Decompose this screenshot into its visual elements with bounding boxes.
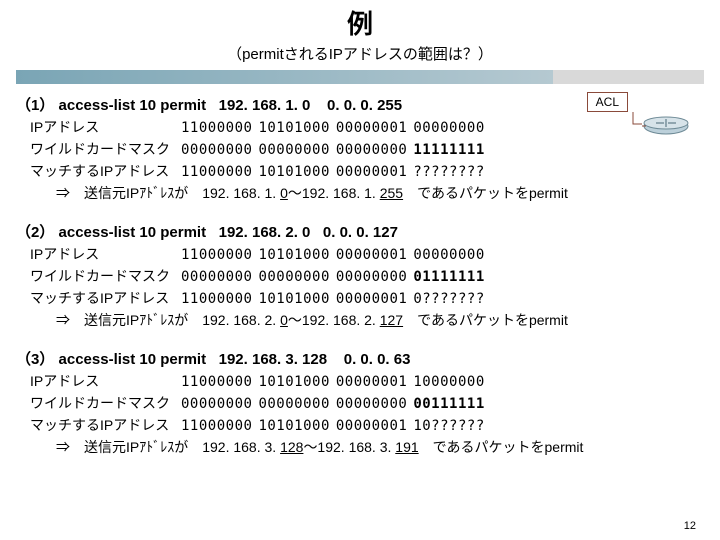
s1-wc-label: ワイルドカードマスク (16, 139, 181, 159)
s3-wc-label: ワイルドカードマスク (16, 393, 181, 413)
s3-ip-label: IPアドレス (16, 371, 181, 391)
router-icon (642, 116, 690, 136)
s1-prefix: （1） (16, 97, 54, 114)
s3-mt-label: マッチするIPアドレス (16, 415, 181, 435)
s2-prefix: （2） (16, 224, 54, 241)
s1-mt-bits: 110000001010100000000001???????? (181, 164, 491, 180)
s3-conclusion: ⇒ 送信元IPｱﾄﾞﾚｽが 192. 168. 3. 128～192. 168.… (16, 437, 704, 457)
s2-cmd: access-list 10 permit (59, 224, 207, 241)
acl-label: ACL (587, 92, 628, 112)
s3-ip: 192. 168. 3. 128 (219, 351, 327, 368)
s1-mask: 0. 0. 0. 255 (327, 97, 402, 114)
section-1: ACL （1） access-list 10 permit 192. 168. … (16, 94, 704, 203)
s2-wc-bits: 00000000000000000000000001111111 (181, 269, 491, 285)
s2-ip-bits: 11000000101010000000000100000000 (181, 247, 491, 263)
page-number: 12 (684, 520, 696, 532)
s2-mt-bits: 1100000010101000000000010??????? (181, 291, 491, 307)
page-subtitle: （permitされるIPアドレスの範囲は？） (0, 43, 720, 64)
s2-ip: 192. 168. 2. 0 (219, 224, 311, 241)
s3-mt-bits: 11000000101010000000000110?????? (181, 418, 491, 434)
s1-ip-bits: 11000000101010000000000100000000 (181, 120, 491, 136)
s1-ip-label: IPアドレス (16, 117, 181, 137)
s1-ip: 192. 168. 1. 0 (219, 97, 311, 114)
s2-conclusion: ⇒ 送信元IPｱﾄﾞﾚｽが 192. 168. 2. 0～192. 168. 2… (16, 310, 704, 330)
s1-conclusion: ⇒ 送信元IPｱﾄﾞﾚｽが 192. 168. 1. 0～192. 168. 1… (16, 183, 704, 203)
s3-mask: 0. 0. 0. 63 (344, 351, 411, 368)
page-title: 例 (0, 4, 720, 41)
s2-mt-label: マッチするIPアドレス (16, 288, 181, 308)
s1-cmd: access-list 10 permit (59, 97, 207, 114)
s2-mask: 0. 0. 0. 127 (323, 224, 398, 241)
s2-wc-label: ワイルドカードマスク (16, 266, 181, 286)
s3-ip-bits: 11000000101010000000000110000000 (181, 374, 491, 390)
s1-wc-bits: 00000000000000000000000011111111 (181, 142, 491, 158)
section-3: （3） access-list 10 permit 192. 168. 3. 1… (16, 348, 704, 457)
s1-mt-label: マッチするIPアドレス (16, 161, 181, 181)
s3-prefix: （3） (16, 351, 54, 368)
section-2: （2） access-list 10 permit 192. 168. 2. 0… (16, 221, 704, 330)
acl-connector (624, 112, 642, 132)
s3-cmd: access-list 10 permit (59, 351, 207, 368)
s3-wc-bits: 00000000000000000000000000111111 (181, 396, 491, 412)
header-divider (16, 70, 704, 84)
s2-ip-label: IPアドレス (16, 244, 181, 264)
